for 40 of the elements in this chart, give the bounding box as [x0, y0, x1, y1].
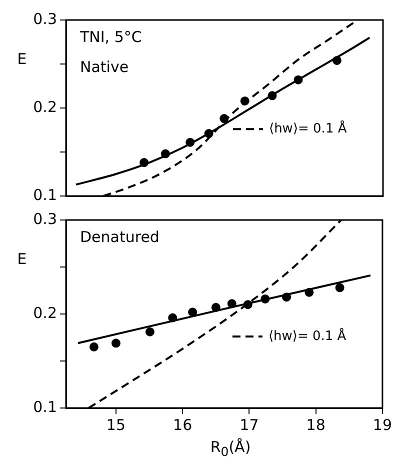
- annotation: Denatured: [80, 228, 160, 246]
- y-axis-title: E: [17, 50, 27, 68]
- point: [211, 302, 220, 312]
- y-axis-title: E: [17, 250, 27, 268]
- y-tick-label: 0.1: [33, 186, 57, 204]
- x-axis-title: R$_{0}$(Å): [209, 438, 252, 459]
- point: [188, 308, 198, 317]
- y-tick-label: 0.2: [33, 98, 57, 116]
- point: [140, 158, 149, 168]
- point: [260, 294, 270, 304]
- point: [220, 114, 229, 124]
- x-tick-label: 18: [306, 416, 326, 434]
- y-tick-label: 0.3: [33, 10, 57, 28]
- annotation: Native: [80, 58, 129, 76]
- annotation: TNI, 5°C: [79, 28, 142, 46]
- point: [111, 338, 120, 348]
- point: [332, 56, 342, 65]
- point: [186, 138, 195, 147]
- point: [168, 313, 178, 322]
- legend-label: ⟨hw⟩= 0.1 Å: [268, 326, 346, 344]
- point: [282, 292, 292, 302]
- point: [89, 342, 98, 352]
- point: [240, 96, 250, 106]
- point: [243, 300, 252, 310]
- x-tick-label: 17: [240, 416, 259, 434]
- point: [304, 288, 314, 297]
- x-tick-label: 15: [106, 416, 126, 434]
- x-tick-label: 19: [372, 416, 392, 434]
- point: [204, 129, 214, 138]
- point: [227, 299, 236, 308]
- point: [268, 91, 277, 100]
- x-tick-label: 16: [173, 416, 192, 434]
- point: [145, 327, 154, 336]
- y-tick-label: 0.1: [33, 398, 57, 416]
- y-tick-label: 0.3: [33, 210, 57, 228]
- y-tick-label: 0.2: [33, 304, 57, 322]
- point: [335, 283, 344, 292]
- point: [160, 149, 170, 158]
- legend-label: ⟨hw⟩= 0.1 Å: [269, 119, 347, 136]
- point: [294, 75, 303, 84]
